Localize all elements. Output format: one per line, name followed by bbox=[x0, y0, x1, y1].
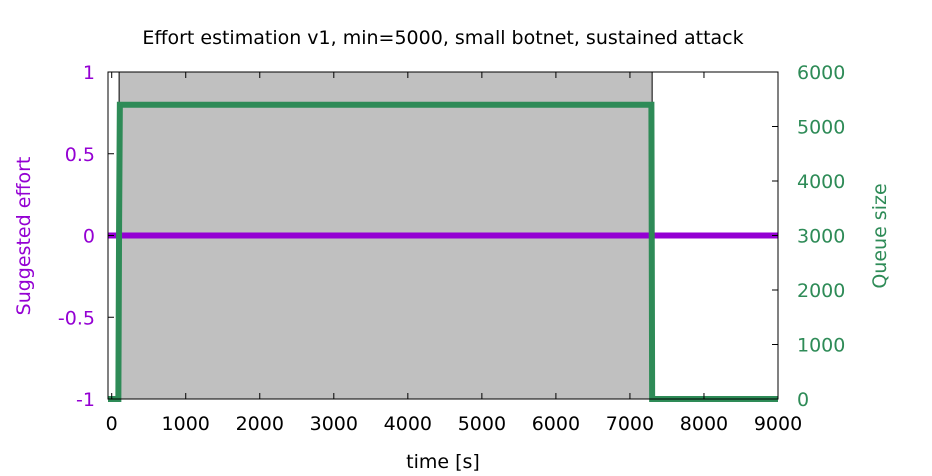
axis-ticks: 0 1000 2000 3000 4000 5000 6000 7000 8000 9000 1 0.… bbox=[58, 62, 845, 435]
x-tick-label: 4000 bbox=[384, 413, 432, 435]
x-axis-label: time [s] bbox=[406, 451, 480, 473]
y-tick-label: 0.5 bbox=[65, 144, 95, 166]
x-tick-label: 0 bbox=[106, 413, 118, 435]
y-tick-label: -0.5 bbox=[58, 307, 95, 329]
y-axis-label: Suggested effort bbox=[13, 157, 35, 316]
y-tick-label: 0 bbox=[83, 226, 95, 248]
x-tick-label: 3000 bbox=[310, 413, 358, 435]
x-tick-label: 1000 bbox=[162, 413, 210, 435]
y2-tick-label: 5000 bbox=[797, 117, 845, 139]
y2-tick-label: 1000 bbox=[797, 335, 845, 357]
y2-axis-label: Queue size bbox=[869, 183, 891, 288]
x-tick-label: 8000 bbox=[680, 413, 728, 435]
y-tick-label: 1 bbox=[83, 62, 95, 84]
y2-tick-label: 3000 bbox=[797, 226, 845, 248]
chart-title: Effort estimation v1, min=5000, small bo… bbox=[142, 27, 743, 49]
x-tick-label: 7000 bbox=[606, 413, 654, 435]
y-tick-label: -1 bbox=[76, 389, 95, 411]
x-tick-label: 2000 bbox=[236, 413, 284, 435]
y2-tick-label: 6000 bbox=[797, 62, 845, 84]
x-tick-label: 6000 bbox=[532, 413, 580, 435]
x-tick-label: 5000 bbox=[458, 413, 506, 435]
y2-tick-label: 2000 bbox=[797, 280, 845, 302]
y2-tick-label: 0 bbox=[797, 389, 809, 411]
x-tick-label: 9000 bbox=[754, 413, 802, 435]
y2-tick-label: 4000 bbox=[797, 171, 845, 193]
